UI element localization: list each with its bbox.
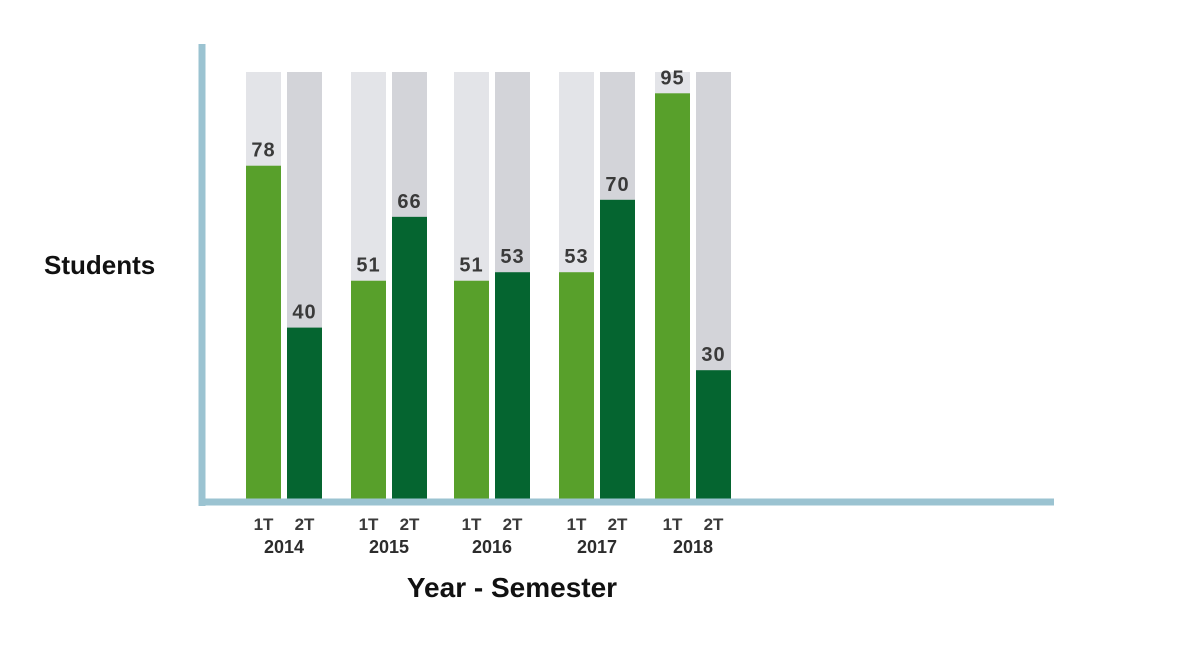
value-labels: 78 40 51 66 51 53 53 70 95 30 (251, 67, 725, 366)
year-tick-2018: 2018 (673, 537, 713, 557)
semester-tick-2018-2T: 2T (704, 515, 724, 534)
semester-tick-2017-1T: 1T (567, 515, 587, 534)
semester-tick-2014-2T: 2T (295, 515, 315, 534)
bar-2014-2T (287, 327, 322, 500)
semester-tick-2018-1T: 1T (663, 515, 683, 534)
semester-tick-2016-1T: 1T (462, 515, 482, 534)
year-tick-2014: 2014 (264, 537, 304, 557)
bar-2015-1T (351, 280, 386, 500)
bar-2018-2T (696, 370, 731, 500)
x-tick-labels: 1T 2T 2014 1T 2T 2015 1T 2T 2016 1T 2T 2017 1T 2T 2018 (254, 515, 724, 557)
value-label-2017-1T: 53 (564, 246, 588, 268)
value-label-2016-2T: 53 (500, 246, 524, 268)
value-label-2017-2T: 70 (605, 174, 629, 196)
bars (246, 93, 731, 501)
semester-tick-2017-2T: 2T (608, 515, 628, 534)
y-axis-label: Students (44, 250, 155, 280)
value-label-2018-2T: 30 (701, 344, 725, 366)
bar-2015-2T (392, 216, 427, 500)
bar-2014-1T (246, 165, 281, 500)
year-tick-2016: 2016 (472, 537, 512, 557)
x-axis-label: Year - Semester (407, 572, 617, 603)
semester-tick-2014-1T: 1T (254, 515, 274, 534)
value-label-2016-1T: 51 (459, 255, 483, 277)
value-label-2014-2T: 40 (292, 302, 316, 324)
value-label-2018-1T: 95 (660, 67, 684, 89)
bar-2016-2T (495, 272, 530, 500)
bar-2018-1T (655, 93, 690, 501)
value-label-2015-2T: 66 (397, 191, 421, 213)
semester-tick-2015-1T: 1T (359, 515, 379, 534)
semester-tick-2015-2T: 2T (400, 515, 420, 534)
bar-2016-1T (454, 280, 489, 500)
year-tick-2017: 2017 (577, 537, 617, 557)
value-label-2014-1T: 78 (251, 140, 275, 162)
year-tick-2015: 2015 (369, 537, 409, 557)
semester-tick-2016-2T: 2T (503, 515, 523, 534)
bar-2017-2T (600, 199, 635, 501)
bar-2017-1T (559, 272, 594, 500)
value-label-2015-1T: 51 (356, 255, 380, 277)
